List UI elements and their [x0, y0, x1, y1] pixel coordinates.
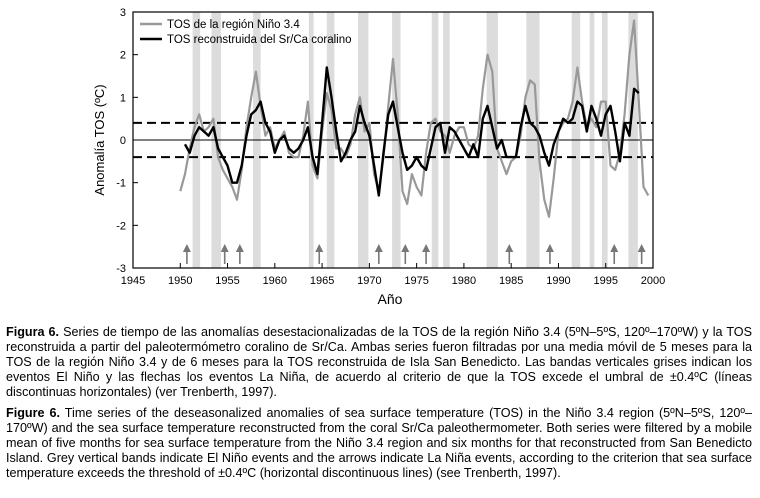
x-tick-label: 1995 [593, 275, 617, 287]
la-nina-arrow-head [637, 244, 646, 252]
la-nina-arrow-head [182, 244, 191, 252]
caption-spanish-label: Figura 6. [6, 325, 60, 339]
legend-label-1: TOS de la región Niño 3.4 [167, 19, 300, 31]
la-nina-arrow [610, 244, 619, 264]
y-tick-label: 2 [120, 50, 126, 62]
y-tick-label: 0 [120, 135, 126, 147]
x-axis-label: Año [378, 291, 403, 307]
la-nina-arrow [220, 244, 229, 264]
la-nina-arrow-head [545, 244, 554, 252]
la-nina-arrow [182, 244, 191, 264]
x-tick-label: 2000 [641, 275, 665, 287]
la-nina-arrow [315, 244, 324, 264]
y-tick-label: -2 [116, 220, 126, 232]
la-nina-arrow-head [401, 244, 410, 252]
la-nina-arrow [374, 244, 383, 264]
la-nina-arrow [637, 244, 646, 264]
la-nina-arrow-head [220, 244, 229, 252]
x-tick-label: 1950 [168, 275, 192, 287]
x-tick-label: 1985 [499, 275, 523, 287]
caption-english-label: Figure 6. [6, 406, 61, 420]
y-tick-label: 1 [120, 92, 126, 104]
la-nina-arrow-head [505, 244, 514, 252]
x-tick-label: 1970 [357, 275, 381, 287]
la-nina-arrow [401, 244, 410, 264]
series-line-1 [179, 19, 650, 218]
y-tick-label: 3 [120, 7, 126, 19]
la-nina-arrow-head [235, 244, 244, 252]
la-nina-arrow [235, 244, 244, 264]
x-tick-label: 1955 [215, 275, 239, 287]
axes: -3 -2 -1 0 1 2 3 1945 1950 1955 1960 1965 1970 1975 19… [116, 7, 665, 287]
caption-english-text: Time series of the deseasonalized anomal… [6, 406, 752, 480]
caption-spanish-text: Series de tiempo de las anomalías desest… [6, 325, 752, 399]
legend: TOS de la región Niño 3.4 TOS reconstruid… [140, 19, 352, 46]
x-tick-label: 1960 [263, 275, 287, 287]
legend-label-2: TOS reconstruida del Sr/Ca coralino [167, 34, 352, 46]
la-nina-arrow [422, 244, 431, 264]
la-nina-arrows [182, 244, 646, 264]
x-tick-label: 1990 [546, 275, 570, 287]
la-nina-arrow [545, 244, 554, 264]
la-nina-arrow-head [422, 244, 431, 252]
y-tick-label: -1 [116, 178, 126, 190]
x-tick-label: 1980 [452, 275, 476, 287]
series-layer [179, 19, 650, 218]
x-tick-label: 1945 [121, 275, 145, 287]
series-line-2 [183, 66, 640, 197]
la-nina-arrow [505, 244, 514, 264]
x-tick-label: 1975 [404, 275, 428, 287]
sst-anomaly-chart: -3 -2 -1 0 1 2 3 1945 1950 1955 1960 1965 1970 1975 19… [92, 7, 665, 307]
la-nina-arrow-head [610, 244, 619, 252]
reference-lines [133, 121, 653, 159]
la-nina-arrow-head [374, 244, 383, 252]
caption-spanish: Figura 6. Series de tiempo de las anomal… [6, 325, 752, 400]
x-tick-label: 1965 [310, 275, 334, 287]
y-axis-label: Anomalía TOS (ºC) [92, 84, 107, 195]
la-nina-arrow-head [315, 244, 324, 252]
y-tick-label: -3 [116, 263, 126, 275]
caption-english: Figure 6. Time series of the deseasonali… [6, 406, 752, 481]
